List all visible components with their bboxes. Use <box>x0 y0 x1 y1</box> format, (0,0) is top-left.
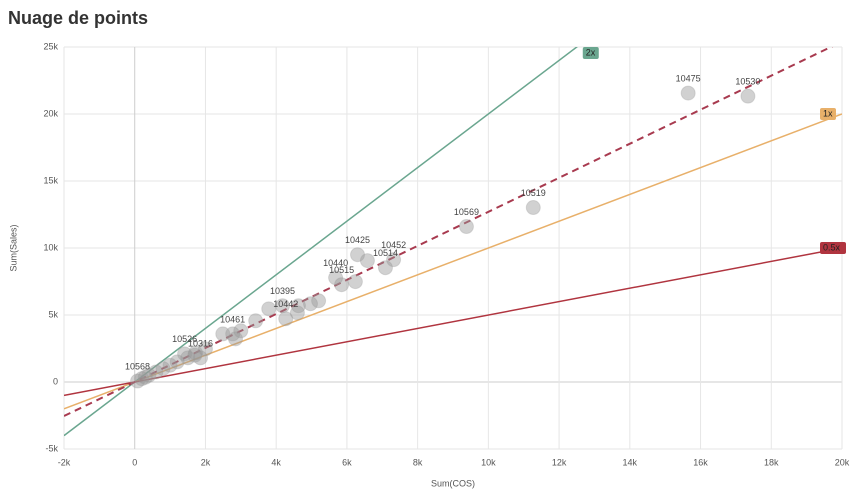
x-tick-label: 20k <box>835 457 850 467</box>
data-point <box>188 345 204 361</box>
point-label: 10568 <box>125 361 150 371</box>
data-point <box>289 305 305 321</box>
x-axis-label: Sum(COS) <box>431 478 475 488</box>
data-point <box>197 341 213 357</box>
y-tick-label: 15k <box>43 175 58 185</box>
reference-line <box>64 113 842 410</box>
point-label: 10452 <box>381 240 406 250</box>
data-point <box>359 253 375 269</box>
data-point <box>275 298 291 314</box>
reference-badge <box>582 47 599 59</box>
point-label: 10514 <box>373 248 398 258</box>
plot-area <box>64 47 842 437</box>
x-tick-label: 2k <box>201 457 211 467</box>
data-point <box>134 371 150 387</box>
y-tick-label: 10k <box>43 242 58 252</box>
point-label: 10530 <box>735 77 760 87</box>
x-tick-label: 6k <box>342 457 352 467</box>
data-point <box>180 350 196 366</box>
data-point <box>148 364 164 380</box>
data-point <box>225 326 241 342</box>
data-point <box>278 311 294 327</box>
reference-line <box>64 47 579 437</box>
data-point <box>347 274 363 290</box>
point-label: 10515 <box>329 265 354 275</box>
data-point <box>155 361 171 377</box>
point-label: 10461 <box>220 314 245 324</box>
x-tick-label: 12k <box>552 457 567 467</box>
data-point <box>334 277 350 293</box>
data-point <box>248 313 264 329</box>
chart-title: Nuage de points <box>8 8 148 28</box>
reference-line <box>64 247 842 397</box>
point-label: 10519 <box>521 188 546 198</box>
data-point <box>377 260 393 276</box>
point-label: 10526 <box>172 334 197 344</box>
data-point <box>302 296 318 312</box>
y-tick-label: 0 <box>53 376 58 386</box>
reference-badge <box>820 108 836 120</box>
x-tick-label: -2k <box>58 457 71 467</box>
point-label: 10569 <box>454 207 479 217</box>
data-point <box>193 350 209 366</box>
point-label: 10395 <box>270 286 295 296</box>
y-tick-label: 20k <box>43 108 58 118</box>
data-point <box>386 252 402 268</box>
x-tick-label: 4k <box>271 457 281 467</box>
data-point <box>187 347 203 363</box>
x-tick-label: 18k <box>764 457 779 467</box>
x-tick-label: 8k <box>413 457 423 467</box>
x-tick-label: 0 <box>132 457 137 467</box>
data-point <box>525 200 541 216</box>
data-point <box>130 373 146 389</box>
data-point <box>162 357 178 373</box>
data-point <box>290 298 306 314</box>
data-point <box>215 326 231 342</box>
y-tick-label: -5k <box>45 443 58 453</box>
point-label: 10475 <box>676 73 701 83</box>
point-label: 10425 <box>345 235 370 245</box>
data-point <box>350 247 366 263</box>
data-point <box>261 301 277 317</box>
data-point <box>228 331 244 347</box>
reference-badge <box>820 242 846 254</box>
y-axis-label: Sum(Sales) <box>8 224 18 271</box>
data-point <box>680 85 696 101</box>
x-tick-label: 14k <box>623 457 638 467</box>
data-point <box>740 88 756 104</box>
reference-label: 2x <box>586 47 596 57</box>
point-label: 10442 <box>273 299 298 309</box>
y-tick-label: 5k <box>48 309 58 319</box>
point-label: 10440 <box>323 258 348 268</box>
reference-label: 0.5x <box>823 242 841 252</box>
x-tick-label: 16k <box>693 457 708 467</box>
data-point <box>177 346 193 362</box>
data-point <box>458 219 474 235</box>
x-tick-label: 10k <box>481 457 496 467</box>
data-point <box>311 293 327 309</box>
data-point <box>141 367 157 383</box>
data-point <box>233 323 249 339</box>
data-point <box>137 369 153 385</box>
point-label: 10316 <box>188 338 213 348</box>
data-point <box>328 270 344 286</box>
reference-label: 1x <box>823 108 833 118</box>
y-tick-label: 25k <box>43 41 58 51</box>
data-point <box>169 354 185 370</box>
